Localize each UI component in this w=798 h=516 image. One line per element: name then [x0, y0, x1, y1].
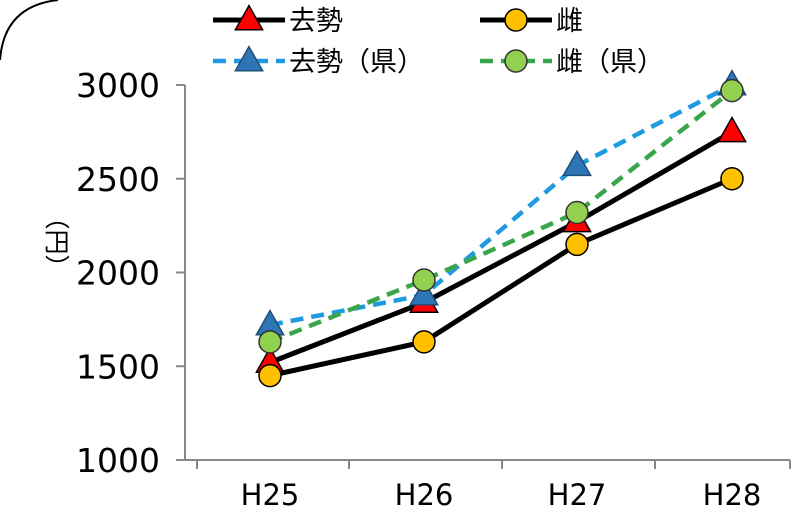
- data-point-circle: [720, 78, 744, 103]
- data-point-circle: [720, 167, 744, 191]
- data-point-circle: [504, 49, 528, 73]
- y-axis-label: （円）: [42, 204, 71, 279]
- data-point-triangle: [717, 116, 747, 143]
- x-tick-label: H25: [241, 478, 300, 512]
- data-point-circle: [565, 232, 589, 257]
- x-tick-label: H26: [395, 478, 454, 512]
- data-point-circle: [565, 200, 589, 225]
- data-point-circle: [258, 330, 282, 354]
- legend-entry: 去勢（県）: [213, 45, 424, 78]
- x-tick-label: H27: [548, 478, 607, 512]
- legend-entry: 雌: [480, 6, 583, 37]
- legend-label: 去勢: [289, 6, 343, 37]
- legend-label: 雌: [556, 6, 583, 37]
- legend-label: 雌（県）: [556, 47, 664, 78]
- chart-border-arc: [0, 0, 59, 61]
- y-tick-label: 1500: [76, 347, 160, 386]
- x-ticks: H25 H26 H27 H28: [196, 460, 791, 512]
- data-point-circle: [258, 363, 282, 388]
- y-tick-label: 1000: [76, 441, 160, 480]
- data-point-triangle: [234, 4, 264, 31]
- y-tick-label: 2000: [76, 254, 160, 293]
- data-point-circle: [504, 8, 528, 32]
- y-ticks: 1000 1500 2000 2500 3000: [76, 66, 185, 480]
- data-point-triangle: [409, 279, 439, 306]
- series-3: [258, 78, 744, 354]
- legend-entry: 去勢: [213, 4, 343, 37]
- legend: 去勢 雌去勢（県） 雌（県）: [213, 4, 664, 78]
- series-line: [269, 83, 734, 328]
- legend-entry: 雌（県）: [480, 47, 664, 78]
- series-line: [269, 88, 734, 344]
- series-layer: [255, 69, 747, 388]
- series-0: [255, 116, 747, 373]
- data-point-triangle: [234, 45, 264, 72]
- y-tick-label: 3000: [76, 66, 160, 105]
- series-line: [269, 176, 733, 379]
- data-point-circle: [412, 268, 436, 292]
- data-point-triangle: [562, 149, 592, 177]
- legend-label: 去勢（県）: [289, 47, 424, 78]
- y-tick-label: 2500: [76, 160, 160, 199]
- series-line: [269, 129, 734, 365]
- series-1: [258, 167, 744, 388]
- x-tick-label: H28: [703, 478, 762, 512]
- data-point-circle: [412, 330, 436, 354]
